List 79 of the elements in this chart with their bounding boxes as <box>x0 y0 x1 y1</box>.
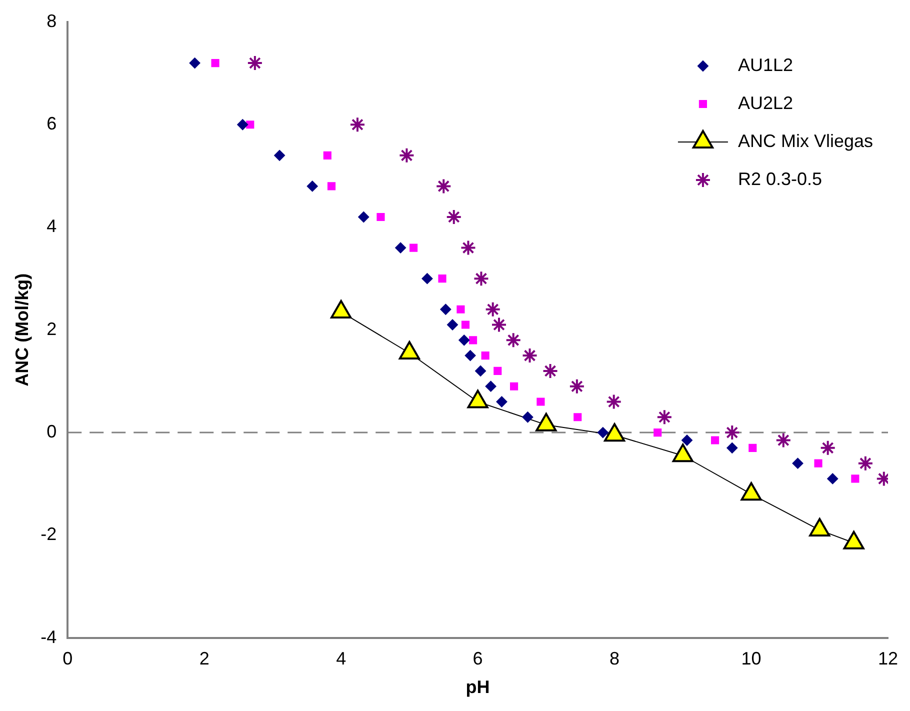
point <box>522 348 538 364</box>
point <box>436 178 452 194</box>
point <box>246 120 254 129</box>
point <box>323 151 332 160</box>
x-tick-label: 10 <box>741 648 762 669</box>
point <box>438 274 446 283</box>
point <box>327 182 336 190</box>
legend-label: AU2L2 <box>738 92 794 113</box>
point <box>376 212 385 222</box>
x-tick-label: 2 <box>199 648 210 669</box>
point <box>464 350 476 362</box>
x-tick-label: 6 <box>472 648 483 669</box>
point <box>460 240 476 256</box>
point <box>484 301 501 318</box>
point <box>775 432 792 448</box>
point <box>456 305 465 314</box>
point <box>597 427 608 438</box>
point <box>510 382 518 390</box>
point <box>447 319 458 330</box>
point <box>606 394 622 410</box>
point <box>422 273 433 284</box>
point <box>505 332 522 348</box>
point <box>468 336 478 344</box>
point <box>481 352 490 360</box>
y-tick-label: 6 <box>46 114 57 134</box>
point <box>827 473 838 484</box>
point <box>473 270 490 287</box>
x-axis-title: pH <box>466 677 490 698</box>
y-axis-title: ANC (Mol/kg) <box>12 273 32 386</box>
x-tick-label: 12 <box>878 648 898 669</box>
point <box>724 424 740 441</box>
point <box>536 398 545 406</box>
point <box>748 444 757 452</box>
y-tick-label: -4 <box>40 626 57 647</box>
point <box>461 320 470 329</box>
point <box>395 242 406 254</box>
x-tick-label: 4 <box>336 648 346 669</box>
point <box>440 304 452 315</box>
point <box>814 459 822 468</box>
x-tick-label: 0 <box>62 648 73 669</box>
point <box>494 366 502 375</box>
point <box>485 380 496 392</box>
point <box>189 58 200 69</box>
y-tick-label: 4 <box>46 216 57 236</box>
point <box>792 458 804 469</box>
point <box>542 362 558 379</box>
point <box>656 409 672 426</box>
y-tick-label: 8 <box>46 10 57 31</box>
y-tick-label: 0 <box>46 422 57 442</box>
point <box>410 244 418 252</box>
point <box>398 147 415 164</box>
point <box>522 412 534 423</box>
point <box>820 440 836 456</box>
point <box>654 428 662 437</box>
point <box>458 334 470 346</box>
point <box>574 413 582 422</box>
point <box>349 116 366 133</box>
point <box>446 209 462 226</box>
point <box>490 316 507 333</box>
x-tick-label: 8 <box>610 648 620 669</box>
point <box>475 365 486 376</box>
point <box>306 180 318 192</box>
point <box>851 474 860 483</box>
point <box>211 59 220 68</box>
legend-label: ANC Mix Vliegas <box>738 130 874 151</box>
point <box>726 442 738 454</box>
point <box>274 150 286 161</box>
point <box>682 434 693 446</box>
point <box>857 455 874 472</box>
point <box>246 55 263 72</box>
point <box>568 378 585 394</box>
legend-label: AU1L2 <box>738 54 794 75</box>
point <box>711 436 720 444</box>
y-tick-label: -2 <box>40 524 57 544</box>
point <box>496 396 508 408</box>
point <box>358 212 370 223</box>
legend-label: R2 0.3-0.5 <box>738 168 822 189</box>
point <box>237 119 248 130</box>
y-tick-label: 2 <box>46 318 57 339</box>
